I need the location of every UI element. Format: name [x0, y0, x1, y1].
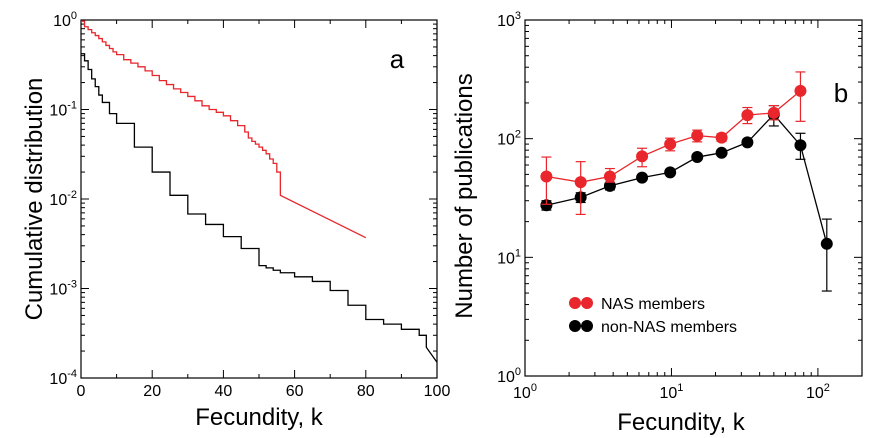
- panel-b-x-tick-label-base: 10: [513, 385, 531, 402]
- panel-b-point-non-nas: [741, 136, 754, 149]
- panel-b-x-tick-label-exponent: 0: [531, 382, 537, 394]
- panel-b-point-nas: [767, 106, 780, 119]
- panel-a-y-axis-label: Cumulative distribution: [21, 78, 48, 321]
- panel-a-y-tick-label: 100: [53, 10, 77, 30]
- panel-b-y-tick-label: 103: [497, 10, 521, 30]
- panel-b-x-tick-label: 102: [806, 382, 830, 402]
- panel-b-letter: b: [834, 78, 848, 108]
- panel-b-point-nas: [574, 176, 587, 189]
- panel-b-y-tick-label-base: 10: [497, 369, 515, 386]
- panel-a-series-black-line: [81, 53, 438, 363]
- panel-b-x-tick-label-base: 10: [806, 385, 824, 402]
- panel-a-y-tick-label-base: 10: [49, 192, 67, 209]
- panel-b-point-non-nas: [794, 139, 807, 152]
- panel-b-y-tick-label-exponent: 3: [515, 10, 521, 22]
- panel-b-point-nas: [715, 131, 728, 144]
- panel-b-x-tick-label: 100: [513, 382, 537, 402]
- panel-b-point-non-nas: [603, 179, 616, 192]
- legend-marker-nas: [569, 297, 581, 309]
- legend-marker-nas: [581, 297, 593, 309]
- panel-b-y-tick-label: 100: [497, 366, 521, 386]
- panel-a-y-tick-label-base: 10: [49, 371, 67, 388]
- panel-a-x-tick-label: 40: [215, 383, 233, 400]
- panel-a-y-tick-label-base: 10: [49, 103, 67, 120]
- panel-b-series-line-non-nas: [546, 113, 828, 244]
- panel-b-x-tick-label: 101: [659, 382, 683, 402]
- panel-b-y-axis-label: Number of publications: [451, 73, 478, 318]
- panel-a-y-tick-label-exponent: -1: [67, 100, 77, 112]
- panel-a-y-tick-label: 10-3: [49, 279, 77, 299]
- panel-b-x-tick-label-exponent: 2: [824, 382, 830, 394]
- legend: NAS members non-NAS members: [569, 296, 737, 336]
- panel-b: Number of publications Fecundity, k b 10…: [451, 10, 863, 436]
- legend-label-non-nas: non-NAS members: [601, 319, 737, 336]
- panel-a-x-tick-label: 80: [357, 383, 375, 400]
- panel-b-point-nas: [540, 170, 553, 183]
- panel-b-series-line-nas: [546, 90, 801, 183]
- panel-b-y-tick-label-exponent: 2: [515, 129, 521, 141]
- legend-label-nas: NAS members: [601, 296, 705, 313]
- panel-b-y-tick-label-base: 10: [497, 13, 515, 30]
- panel-b-point-nas: [691, 129, 704, 142]
- panel-a-y-tick-label-exponent: 0: [71, 10, 77, 22]
- panel-a-letter: a: [390, 44, 405, 74]
- panel-b-point-nas: [741, 109, 754, 122]
- panel-b-point-non-nas: [691, 151, 704, 164]
- panel-a-x-axis-label: Fecundity, k: [195, 404, 324, 431]
- panel-b-plot-frame: [524, 19, 863, 377]
- panel-b-x-tick-label-base: 10: [659, 385, 677, 402]
- panel-b-y-tick-label-base: 10: [497, 250, 515, 267]
- legend-marker-non-nas: [581, 320, 593, 332]
- panel-b-y-tick-label-exponent: 0: [515, 366, 521, 378]
- panel-b-point-non-nas: [664, 166, 677, 179]
- panel-a-y-tick-label-base: 10: [53, 13, 71, 30]
- panel-b-x-axis-label: Fecundity, k: [617, 409, 746, 436]
- panel-a-y-tick-label: 10-4: [49, 368, 77, 388]
- panel-b-y-tick-label: 101: [497, 247, 521, 267]
- panel-b-point-nas: [636, 150, 649, 163]
- panel-b-point-non-nas: [820, 237, 833, 250]
- panel-b-y-tick-label: 102: [497, 129, 521, 149]
- panel-a-x-tick-label: 0: [77, 383, 86, 400]
- panel-b-point-nas: [794, 84, 807, 97]
- panel-b-y-tick-label-exponent: 1: [515, 247, 521, 259]
- panel-b-y-tick-label-base: 10: [497, 132, 515, 149]
- panel-b-point-non-nas: [540, 199, 553, 212]
- panel-a: Cumulative distribution Fecundity, k a 0…: [21, 10, 450, 431]
- panel-a-series-red-line: [81, 20, 367, 239]
- panel-a-y-tick-label: 10-2: [49, 189, 77, 209]
- panel-a-y-tick-label: 10-1: [49, 100, 77, 120]
- panel-a-y-tick-label-exponent: -4: [67, 368, 77, 380]
- panel-b-point-non-nas: [636, 171, 649, 184]
- panel-a-x-tick-label: 20: [143, 383, 161, 400]
- panel-a-y-tick-label-exponent: -3: [67, 279, 77, 291]
- legend-marker-non-nas: [569, 320, 581, 332]
- panel-b-point-non-nas: [715, 146, 728, 159]
- panel-a-y-tick-label-base: 10: [49, 282, 67, 299]
- panel-a-x-tick-label: 60: [286, 383, 304, 400]
- panel-b-x-tick-label-exponent: 1: [677, 382, 683, 394]
- panel-b-point-nas: [603, 170, 616, 183]
- panel-a-y-tick-label-exponent: -2: [67, 189, 77, 201]
- panel-b-point-nas: [664, 138, 677, 151]
- panel-a-x-tick-label: 100: [424, 383, 451, 400]
